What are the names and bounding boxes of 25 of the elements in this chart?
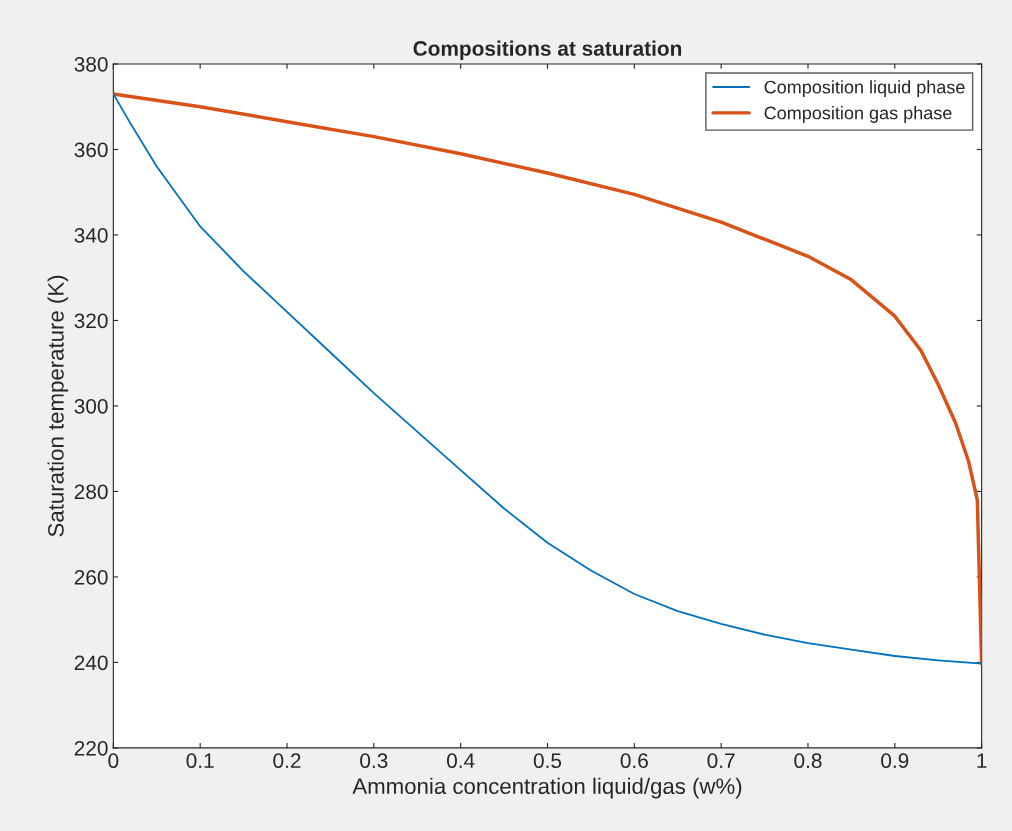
x-tick-label: 0.7 bbox=[707, 753, 735, 769]
y-tick-label: 240 bbox=[74, 655, 108, 671]
y-axis-title: Saturation temperature (K) bbox=[47, 275, 69, 537]
y-tick-label: 300 bbox=[74, 398, 108, 414]
y-tick-label: 340 bbox=[74, 227, 108, 243]
x-tick-label: 0.9 bbox=[881, 753, 909, 769]
x-tick-label: 0.2 bbox=[273, 753, 301, 769]
chart-title: Compositions at saturation bbox=[413, 40, 682, 60]
legend-label: Composition liquid phase bbox=[764, 80, 965, 98]
x-tick-label: 0.5 bbox=[533, 753, 562, 769]
y-tick-label: 280 bbox=[74, 484, 108, 500]
x-tick-label: 0.3 bbox=[360, 753, 388, 769]
x-tick-label: 0 bbox=[108, 753, 119, 769]
x-tick-label: 1 bbox=[977, 753, 987, 768]
y-tick-label: 320 bbox=[74, 313, 108, 329]
x-tick-label: 0.8 bbox=[794, 753, 822, 769]
y-tick-label: 380 bbox=[74, 56, 108, 72]
x-axis-title: Ammonia concentration liquid/gas (w%) bbox=[352, 777, 742, 799]
legend-label: Composition gas phase bbox=[764, 106, 952, 123]
x-tick-label: 0.4 bbox=[447, 753, 475, 769]
y-tick-label: 360 bbox=[74, 142, 108, 158]
y-tick-label: 260 bbox=[74, 569, 108, 585]
x-tick-label: 0.1 bbox=[186, 753, 214, 769]
x-tick-label: 0.6 bbox=[620, 753, 648, 769]
y-tick-label: 220 bbox=[74, 740, 108, 756]
